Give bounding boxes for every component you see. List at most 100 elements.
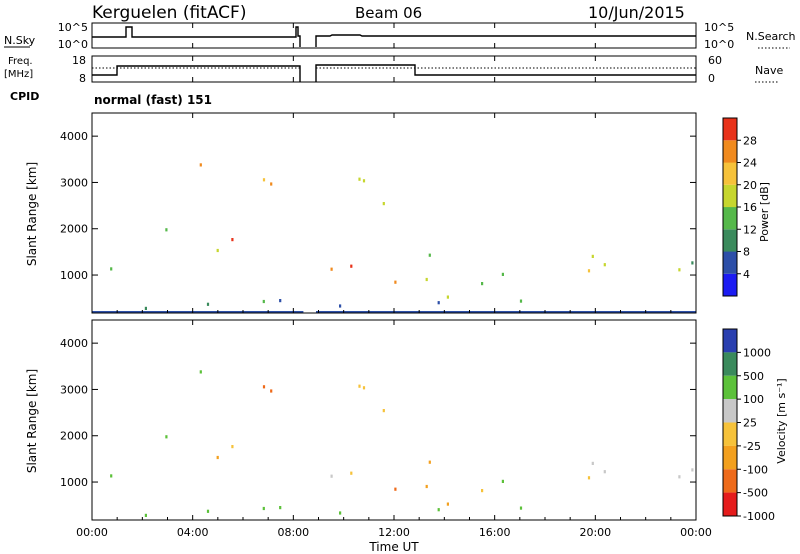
velocity-cell [362,386,366,390]
station-title: Kerguelen (fitACF) [92,3,246,23]
velocity-panel: 1000 2000 3000 4000 Slant Range [km] 1000 50… [25,319,788,523]
colorbar-tick-label: -500 [743,487,768,500]
power-cell [216,248,219,253]
velocity-cell [691,468,694,472]
power-cell [428,253,431,257]
power-frame [91,112,697,314]
velocity-cell [501,479,504,483]
colorbar-swatch [723,422,737,446]
velocity-cell [678,475,681,479]
power-ylabel: Slant Range [km] [25,162,39,266]
power-cell [339,304,342,308]
colorbar-swatch [723,445,737,470]
y-tick-label: 1000 [60,476,88,489]
date-title: 10/Jun/2015 [588,3,685,22]
freq-label-bottom: [MHz] [4,69,33,80]
colorbar-swatch [723,469,737,493]
power-cell [603,263,606,267]
velocity-cell [279,506,282,510]
power-y-ticks: 1000 2000 3000 4000 [60,130,696,282]
velocity-scatter-layer [110,370,694,517]
nsearch-label: N.Search [746,30,796,43]
nsky-label: N.Sky [4,34,36,47]
power-cell [144,306,147,310]
nsearch-tick-bottom: 10^0 [704,38,734,51]
colorbar-swatch [723,273,737,297]
nsky-panel: N.Sky 10^5 10^0 10^5 10^0 N.Search [4,21,796,51]
x-tick-label: 00:00 [680,526,712,539]
cpid-value: normal (fast) 151 [94,93,212,107]
power-cell [110,267,113,271]
power-cell [394,280,397,284]
velocity-frame [91,319,697,521]
power-cell [270,182,273,186]
power-cell [425,277,428,282]
colorbar-tick-label: 16 [743,201,757,214]
velocity-cell [270,389,273,393]
colorbar-tick-label: 28 [743,134,757,147]
velocity-cell [206,509,210,513]
power-cell [206,302,210,306]
colorbar-tick-label: 8 [743,246,750,259]
velocity-cell [262,506,265,511]
velocity-cell [437,508,440,512]
y-tick-label: 3000 [60,383,88,396]
colorbar-swatch [723,162,737,185]
power-cell [481,282,484,286]
nsky-tick-top: 10^5 [58,21,88,34]
power-cell [382,202,385,206]
power-cell [691,261,694,265]
power-cbar-label: Power [dB] [758,182,771,242]
power-cell [358,177,361,181]
x-tick-label: 20:00 [579,526,611,539]
y-tick-label: 2000 [60,430,88,443]
y-tick-label: 4000 [60,130,88,143]
velocity-cbar-label: Velocity [m s⁻¹] [775,378,788,463]
colorbar-tick-label: 25 [743,417,757,430]
colorbar-tick-label: 100 [743,393,764,406]
velocity-cell [446,502,449,506]
y-tick-label: 2000 [60,223,88,236]
colorbar-tick-label: -1000 [743,510,775,523]
colorbar-swatch [723,375,737,400]
nave-label: Nave [755,64,783,77]
power-panel: 1000 2000 3000 4000 Slant Range [km] 4 8 12 16… [25,112,771,314]
time-axis: 00:00 04:00 08:00 12:00 16:00 20:00 00:00 [76,23,712,539]
x-tick-label: 16:00 [479,526,511,539]
x-tick-label: 08:00 [277,526,309,539]
colorbar-swatch [723,352,737,376]
colorbar-tick-label: 20 [743,179,757,192]
colorbar-swatch [723,399,737,423]
nsky-tick-bottom: 10^0 [58,38,88,51]
velocity-cell [231,445,234,449]
velocity-cell [382,409,385,413]
power-cell [678,268,681,272]
colorbar-tick-label: 1000 [743,346,771,359]
colorbar-tick-label: 4 [743,268,750,281]
velocity-cell [216,455,219,460]
power-cell [231,238,234,242]
x-tick-label: 04:00 [177,526,209,539]
y-tick-label: 4000 [60,337,88,350]
colorbar-swatch [723,118,737,141]
velocity-cell [591,461,594,465]
freq-label-top: Freq. [8,56,33,67]
velocity-cell [587,476,591,480]
colorbar-swatch [723,329,737,353]
power-scatter-layer [92,163,696,313]
velocity-y-ticks: 1000 2000 3000 4000 [60,337,696,489]
colorbar-swatch [723,229,737,252]
freq-trace [92,64,696,82]
velocity-cell [519,506,523,510]
velocity-cell [165,435,168,439]
velocity-cell [425,484,428,489]
x-tick-label: 00:00 [76,526,108,539]
y-tick-label: 3000 [60,176,88,189]
power-cell [262,299,265,304]
power-cell [587,269,591,273]
power-cell [279,299,282,303]
velocity-cell [394,487,397,491]
power-cell [199,163,202,167]
power-cell [437,301,440,305]
